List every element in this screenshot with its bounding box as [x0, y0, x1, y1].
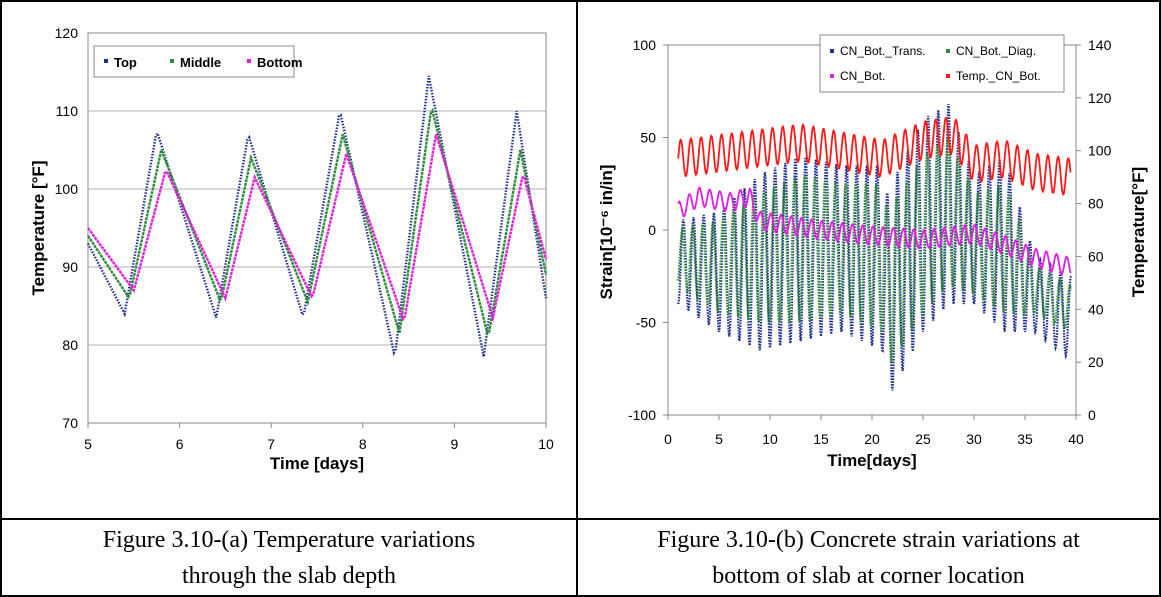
x-tick-label-a: 9: [451, 436, 459, 452]
x-axis-label-b: Time[days]: [827, 451, 916, 470]
caption-b: Figure 3.10-(b) Concrete strain variatio…: [578, 522, 1159, 594]
legend-label-middle: Middle: [180, 55, 221, 70]
legend-a: Top Middle Bottom: [93, 45, 303, 78]
x-tick-label-b: 15: [813, 431, 829, 447]
x-tick-label-a: 5: [84, 436, 92, 452]
series-group-b: [677, 104, 1072, 391]
x-tick-label-b: 35: [1017, 431, 1033, 447]
legend-label-b: CN_Bot._Trans.: [840, 44, 926, 58]
series-line-bottom: [87, 134, 548, 323]
x-axis-label-a: Time [days]: [270, 454, 364, 473]
x-tick-label-a: 6: [176, 436, 184, 452]
legend-label-b: CN_Bot._Diag.: [956, 44, 1036, 58]
y-ticks-a: 70 80 90 100 110 120: [55, 25, 79, 431]
x-tick-label-a: 7: [267, 436, 275, 452]
y-tick-label-b: 0: [648, 222, 656, 238]
y2-tick-label-b: 140: [1088, 37, 1112, 53]
y2-tick-label-b: 120: [1088, 90, 1112, 106]
x-tick-label-b: 40: [1068, 431, 1084, 447]
series-line-temp-cn-bot-: [677, 116, 1072, 197]
series-group-a: [86, 75, 548, 357]
caption-a-line2: through the slab depth: [182, 563, 396, 589]
legend-label-b: CN_Bot.: [840, 69, 885, 83]
x-ticks-a: 5 6 7 8 9 10: [84, 423, 554, 452]
legend-box-b: [819, 34, 1065, 93]
y-tick-label-b: -50: [636, 315, 656, 331]
y2-tick-label-b: 20: [1088, 354, 1104, 370]
y2-tick-label-b: 100: [1088, 143, 1112, 159]
caption-b-line1: Figure 3.10-(b) Concrete strain variatio…: [657, 527, 1080, 553]
plot-area-a: [87, 32, 547, 424]
x-ticks-b: 0 5 10 15 20 25 30 35 40: [664, 415, 1084, 447]
y-tick-label-a: 90: [62, 259, 78, 275]
legend-label-b: Temp._CN_Bot.: [956, 69, 1041, 83]
y-tick-label-b: 100: [633, 37, 657, 53]
column-divider: [576, 0, 578, 597]
x-tick-label-a: 10: [538, 436, 554, 452]
x-tick-label-b: 20: [864, 431, 880, 447]
x-tick-label-b: 30: [966, 431, 982, 447]
legend-marker-bottom: [247, 59, 251, 63]
y-tick-label-a: 110: [56, 103, 79, 119]
legend-b: CN_Bot._Trans. CN_Bot._Diag. CN_Bot. Temp._…: [819, 34, 1065, 93]
y-tick-label-a: 80: [62, 337, 78, 353]
y2-ticks-b: 0 20 40 60 80 100 120 140: [1076, 37, 1112, 423]
series-line-middle: [86, 107, 548, 336]
x-tick-label-b: 0: [664, 431, 672, 447]
legend-marker-b: [946, 49, 950, 53]
legend-marker-b: [830, 49, 834, 53]
x-tick-label-a: 8: [359, 436, 367, 452]
y-tick-label-a: 70: [62, 415, 78, 431]
caption-a-line1: Figure 3.10-(a) Temperature variations: [102, 527, 476, 553]
y-tick-label-b: 50: [640, 130, 656, 146]
y2-tick-label-b: 40: [1088, 301, 1104, 317]
x-tick-label-b: 10: [762, 431, 778, 447]
legend-box-a: [93, 45, 295, 78]
y2-tick-label-b: 0: [1088, 407, 1096, 423]
legend-label-top: Top: [114, 55, 137, 70]
temperature-chart: 5 6 7 8 9 10 70 80 90 100 110 120 Time [days] Temp…: [29, 25, 554, 473]
y2-tick-label-b: 80: [1088, 196, 1104, 212]
series-line-cn-bot-: [677, 186, 1072, 275]
legend-label-bottom: Bottom: [257, 55, 303, 70]
grid-a: [88, 110, 546, 346]
y-axis-label-a: Temperature [°F]: [29, 161, 48, 296]
y2-axis-label-b: Temperature[°F]: [1129, 167, 1148, 297]
y-ticks-b: -100 -50 0 50 100: [628, 37, 668, 423]
legend-marker-middle: [170, 59, 174, 63]
x-tick-label-b: 5: [715, 431, 723, 447]
caption-a: Figure 3.10-(a) Temperature variations t…: [2, 522, 576, 594]
strain-chart: 0 5 10 15 20 25 30 35 40 -100 -50 0 50 100 0 20 40 60 80…: [597, 34, 1148, 470]
y-tick-label-a: 100: [55, 181, 79, 197]
y2-tick-label-b: 60: [1088, 248, 1104, 264]
y-tick-label-a: 120: [55, 25, 79, 41]
y-axis-label-b: Strain[10⁻⁶ in/in]: [597, 165, 616, 300]
legend-marker-b: [830, 74, 834, 78]
legend-marker-top: [104, 59, 108, 63]
y-tick-label-b: -100: [628, 407, 656, 423]
x-tick-label-b: 25: [915, 431, 931, 447]
row-divider: [0, 518, 1161, 520]
legend-marker-b: [946, 74, 950, 78]
caption-b-line2: bottom of slab at corner location: [712, 563, 1025, 589]
